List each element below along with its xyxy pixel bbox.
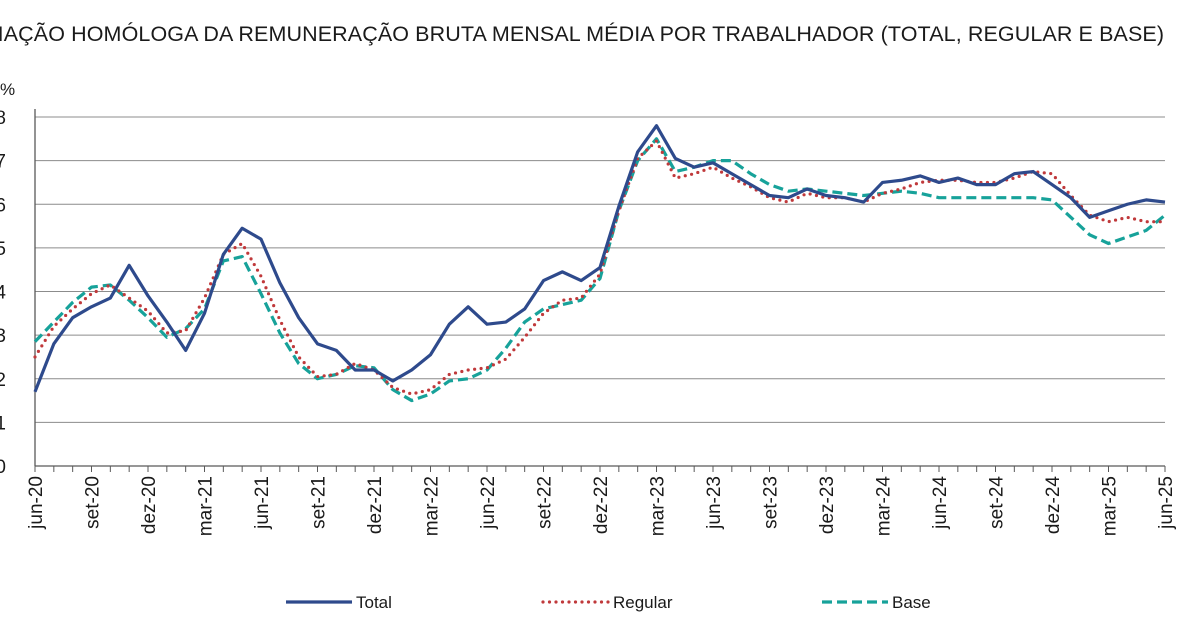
y-axis-ticks: 0 1 2 3 4 5 6 7 8 [0, 108, 6, 478]
series-line-base [33, 137, 1167, 403]
x-tick-label-dez-20: dez-20 [139, 476, 160, 534]
legend-label-regular: Regular [613, 593, 673, 612]
y-tick-label-8: 8 [0, 108, 6, 129]
x-tick-label-jun-22: jun-22 [478, 476, 499, 530]
x-tick-label-set-20: set-20 [83, 476, 104, 529]
x-tick-label-set-24: set-24 [987, 476, 1008, 529]
x-tick-label-dez-23: dez-23 [817, 476, 838, 534]
x-tick-label-dez-21: dez-21 [365, 476, 386, 534]
y-tick-label-3: 3 [0, 326, 6, 347]
x-tick-label-set-21: set-21 [309, 476, 330, 529]
series-lines [33, 124, 1167, 403]
series-line-total [33, 124, 1166, 393]
legend: Total Regular Base [286, 593, 931, 612]
x-tick-label-dez-22: dez-22 [591, 476, 612, 534]
x-tick-label-jun-24: jun-24 [930, 476, 951, 530]
x-tick-label-set-22: set-22 [535, 476, 556, 529]
x-tick-label-jun-25: jun-25 [1156, 476, 1177, 530]
x-tick-label-jun-23: jun-23 [704, 476, 725, 530]
legend-label-base: Base [892, 593, 931, 612]
y-tick-label-6: 6 [0, 195, 6, 216]
legend-label-total: Total [356, 593, 392, 612]
x-tick-label-jun-20: jun-20 [26, 476, 47, 530]
x-axis-tick-labels: jun-20 set-20 dez-20 mar-21 jun-21 set-21 dez-… [26, 476, 1177, 537]
x-tick-label-mar-21: mar-21 [196, 476, 217, 536]
x-tick-label-mar-24: mar-24 [874, 476, 895, 537]
x-axis [34, 109, 1166, 472]
chart-title: RIAÇÃO HOMÓLOGA DA REMUNERAÇÃO BRUTA MEN… [0, 22, 1165, 46]
y-tick-label-5: 5 [0, 239, 6, 260]
x-tick-label-mar-25: mar-25 [1100, 476, 1121, 536]
x-tick-label-set-23: set-23 [761, 476, 782, 529]
gridlines [35, 116, 1165, 423]
y-tick-label-7: 7 [0, 152, 6, 173]
y-tick-label-2: 2 [0, 370, 6, 391]
y-tick-label-1: 1 [0, 413, 6, 434]
x-tick-label-mar-22: mar-22 [422, 476, 443, 536]
x-tick-label-dez-24: dez-24 [1043, 476, 1064, 535]
x-tick-label-mar-23: mar-23 [648, 476, 669, 536]
y-axis-unit-label: % [0, 80, 16, 99]
y-tick-label-0: 0 [0, 457, 6, 478]
y-tick-label-4: 4 [0, 283, 6, 304]
x-tick-label-jun-21: jun-21 [252, 476, 273, 530]
